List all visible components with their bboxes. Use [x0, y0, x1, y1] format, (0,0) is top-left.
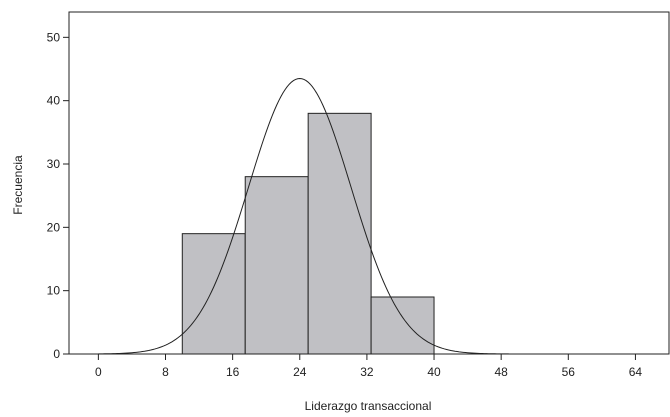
normal-curve — [98, 77, 510, 355]
histogram-bar-4 — [370, 296, 435, 355]
y-tick-label-2: 20 — [47, 220, 61, 234]
y-tick-label-0: 0 — [53, 347, 60, 361]
y-tick-label-3: 30 — [47, 157, 61, 171]
x-tick-label-7: 56 — [562, 365, 576, 379]
x-axis-ticks: 0 8 16 24 32 40 48 56 64 — [95, 354, 642, 379]
histogram-bar-2 — [244, 176, 309, 355]
x-tick-label-6: 48 — [494, 365, 508, 379]
x-tick-label-3: 24 — [293, 365, 307, 379]
x-tick-label-2: 16 — [226, 365, 240, 379]
x-tick-label-4: 32 — [360, 365, 374, 379]
y-tick-label-4: 40 — [47, 94, 61, 108]
x-tick-label-1: 8 — [162, 365, 169, 379]
histogram-bar-1 — [181, 233, 246, 355]
y-axis-ticks: 0 10 20 30 40 50 — [47, 30, 69, 361]
y-axis-label: Frecuencia — [11, 155, 25, 215]
x-tick-label-5: 40 — [427, 365, 441, 379]
plot-frame — [68, 11, 670, 355]
histogram-bar-3 — [307, 112, 372, 355]
x-axis-label: Liderazgo transaccional — [305, 399, 432, 413]
x-tick-label-0: 0 — [95, 365, 102, 379]
y-tick-label-1: 10 — [47, 284, 61, 298]
x-tick-label-8: 64 — [629, 365, 643, 379]
y-tick-label-5: 50 — [47, 30, 61, 44]
histogram-bars — [181, 112, 435, 355]
